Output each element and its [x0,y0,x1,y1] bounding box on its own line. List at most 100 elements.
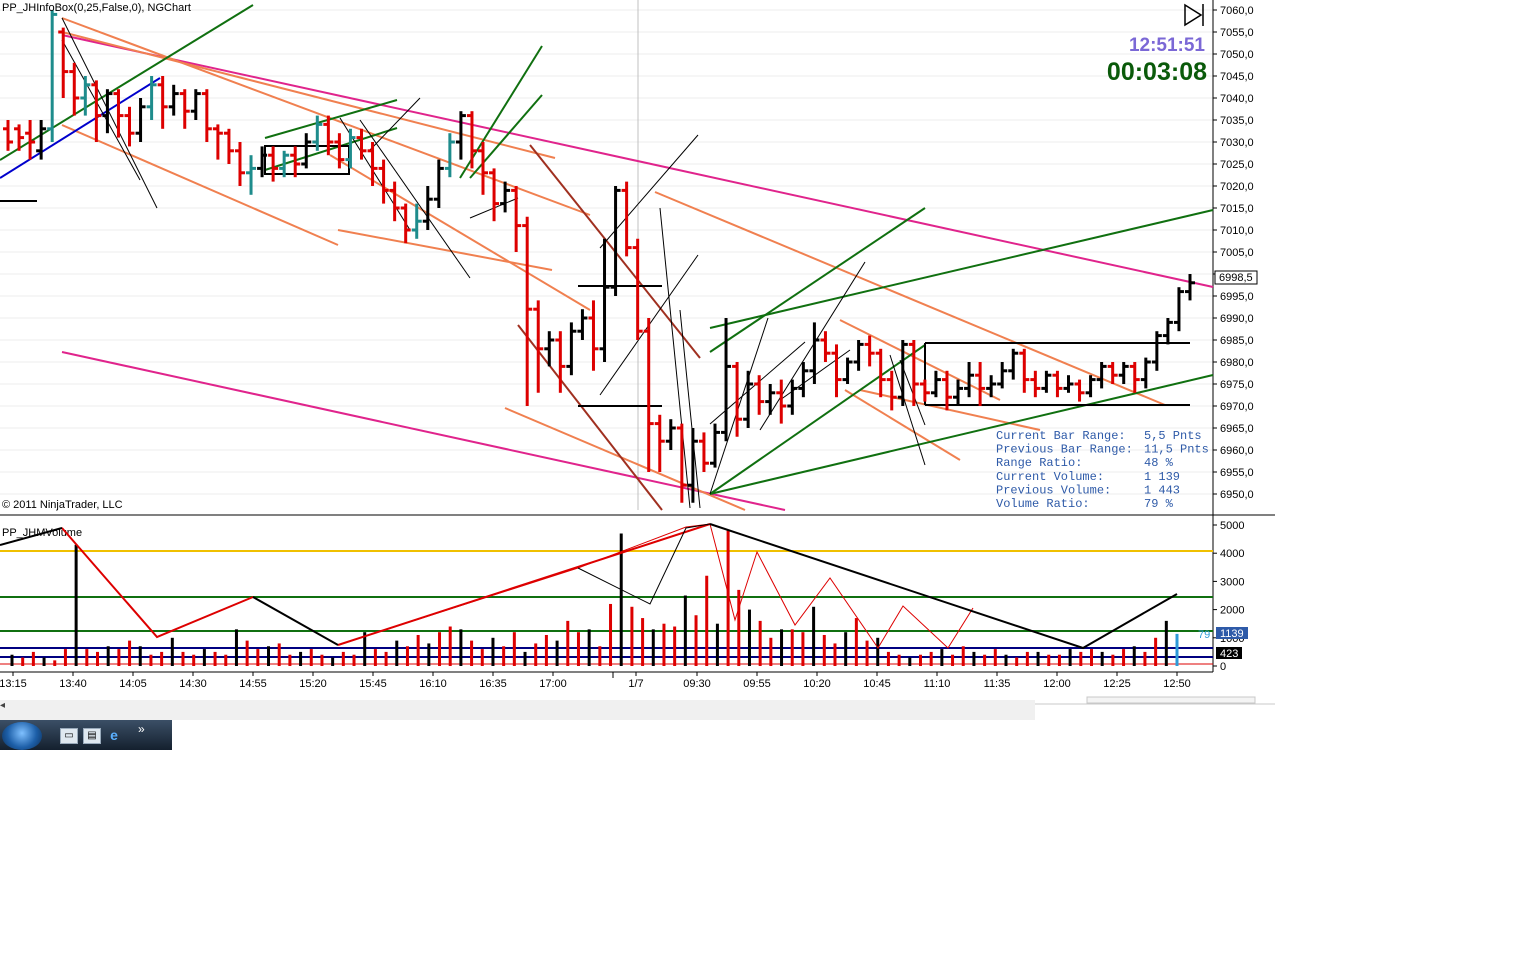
price-bar [201,89,212,142]
price-tick-label: 7060,0 [1220,5,1254,17]
trendline-orange[interactable] [654,191,1166,406]
time-tick-label: 11:10 [924,678,951,690]
play-next-icon[interactable] [1184,3,1204,27]
price-tick-label: 6980,0 [1220,357,1254,369]
price-bar [754,375,765,415]
price-bar [588,300,599,371]
trendline-orange[interactable] [844,389,961,461]
price-bar [1162,318,1173,345]
price-bar [356,128,367,160]
trendline-orange[interactable] [61,17,591,216]
price-bar [422,186,433,230]
price-bar [91,80,102,142]
trendline-green[interactable] [709,344,926,495]
price-bar [411,203,422,239]
price-bar [1096,362,1107,389]
trendline-green[interactable] [469,94,543,179]
price-bar [301,133,312,169]
trendline-pink-lower[interactable] [61,351,786,511]
trendline-green[interactable] [709,207,926,353]
price-bar [533,300,544,393]
price-bar [400,203,411,244]
price-bar [124,106,135,147]
trendline-orange[interactable] [504,407,746,511]
price-bar [919,379,930,402]
info-label: Current Bar Range: [996,429,1126,443]
info-value: 1 139 [1144,470,1180,484]
trendline-orange[interactable] [61,31,556,159]
price-bar [3,120,13,151]
price-bar [643,318,654,472]
price-bar [1008,348,1019,380]
price-bar [886,370,897,411]
horizontal-scrollbar[interactable] [0,700,1035,720]
price-bar [157,76,168,129]
scroll-left-arrow-icon[interactable]: ◂ [0,700,6,711]
show-desktop-icon[interactable]: ▭ [60,728,78,744]
price-bar [610,186,621,296]
price-bar [1085,375,1096,398]
trendline-green[interactable] [264,127,398,171]
price-bar [577,309,588,340]
price-bar [1129,362,1140,393]
price-bar [433,159,444,208]
price-bar [444,133,455,178]
price-tick-label: 7045,0 [1220,71,1254,83]
trendline-green[interactable] [709,209,1214,329]
info-value: 48 % [1144,456,1174,470]
info-label: Previous Bar Range: [996,443,1133,457]
time-tick-label: 12:50 [1163,678,1191,690]
price-tick-label: 7010,0 [1220,225,1254,237]
price-bar [367,142,378,186]
trendline-green[interactable] [709,374,1214,495]
info-label: Range Ratio: [996,456,1082,470]
internet-explorer-icon[interactable]: e [110,727,118,743]
trendline-orange[interactable] [839,319,1001,401]
time-tick-label: 15:45 [359,678,387,690]
time-tick-label: 14:30 [179,678,207,690]
price-bar [798,362,809,398]
price-bar [864,335,875,367]
price-bar [25,120,36,160]
price-tick-label: 6995,0 [1220,291,1254,303]
trendline-orange[interactable] [61,124,339,246]
start-button-icon[interactable] [2,722,42,750]
trendline-green[interactable] [0,4,254,161]
volume-bars [10,530,1179,666]
trendline-orange[interactable] [337,229,553,271]
price-bar [632,238,643,340]
time-tick-label: 17:00 [539,678,567,690]
overflow-chevron-icon[interactable]: » [138,722,145,736]
price-bar [997,362,1008,389]
volume-zigzag [0,523,1178,650]
price-bar [1063,375,1074,393]
window-switch-icon[interactable]: ▤ [83,728,101,744]
price-bar [566,322,577,376]
trendline-orange[interactable] [329,154,591,311]
price-bar [334,133,345,169]
price-tick-label: 6985,0 [1220,335,1254,347]
info-label: Previous Volume: [996,483,1111,497]
price-bar [80,76,91,116]
info-label: Current Volume: [996,470,1104,484]
price-bar [1052,370,1063,398]
trendline-green[interactable] [264,99,398,139]
price-bar [323,115,334,156]
price-bar [522,216,533,406]
volume-tick-label: 4000 [1220,548,1244,560]
price-bar [168,84,179,116]
price-bar [809,322,820,384]
time-tick-label: 10:20 [803,678,831,690]
trendline-green[interactable] [459,45,543,179]
price-bar [1185,274,1195,301]
trendline-blue[interactable] [0,77,161,179]
price-panel-frame [0,0,1275,673]
trendline-pink-upper[interactable] [61,34,1214,288]
price-bar [279,150,290,178]
price-bar [897,340,908,406]
price-tick-label: 6990,0 [1220,313,1254,325]
price-tick-label: 6960,0 [1220,445,1254,457]
time-tick-label: 14:55 [239,678,267,690]
trendline-brown[interactable] [517,324,663,511]
price-bar [389,181,400,222]
